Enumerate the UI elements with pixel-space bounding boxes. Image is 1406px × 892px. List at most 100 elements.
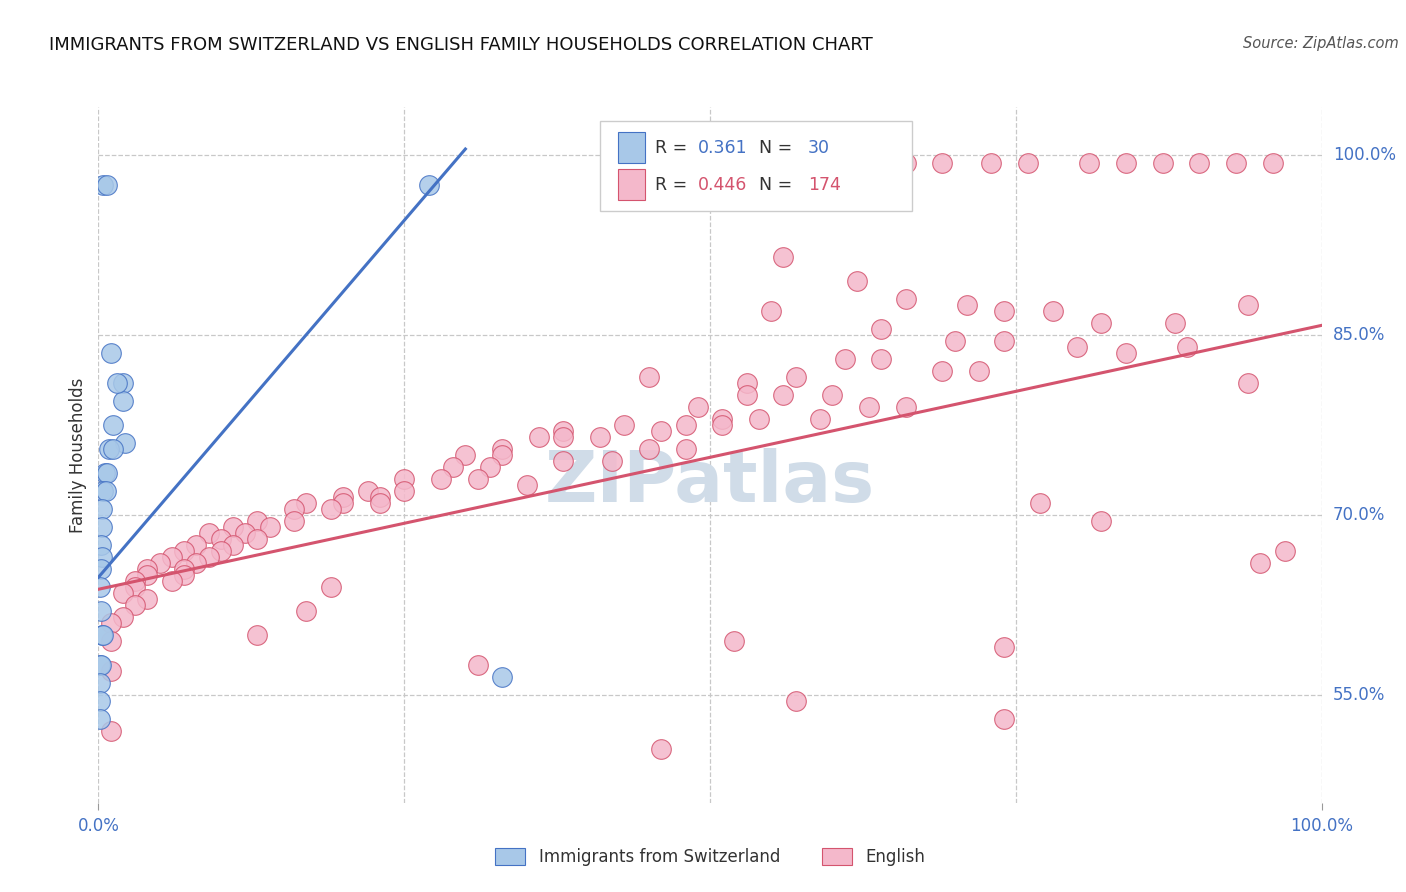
Point (186, 538, 208, 552)
Point (89, 694, 111, 708)
Point (368, 490, 391, 504)
Point (723, 633, 745, 648)
Point (808, 412, 831, 426)
Point (160, 549, 183, 564)
Point (100, 723, 122, 738)
Point (89, 580, 111, 594)
Text: 55.0%: 55.0% (1333, 686, 1385, 704)
Text: 100.0%: 100.0% (1333, 146, 1396, 164)
Point (209, 532, 232, 546)
Point (491, 670, 513, 684)
Point (1237, 298, 1260, 312)
Point (101, 442, 124, 456)
Text: 85.0%: 85.0% (1333, 326, 1385, 344)
Point (772, 250, 794, 264)
Point (136, 567, 159, 582)
Point (1188, 156, 1211, 170)
Point (467, 472, 489, 486)
Point (1152, 156, 1174, 170)
Point (111, 393, 134, 408)
Point (246, 628, 269, 642)
Point (1042, 304, 1064, 318)
Point (100, 346, 122, 360)
Point (870, 351, 893, 366)
Point (197, 549, 219, 564)
Point (173, 544, 195, 558)
Point (956, 298, 979, 312)
Point (105, 376, 128, 390)
Point (785, 370, 807, 384)
Point (894, 156, 917, 170)
Point (834, 351, 856, 366)
Point (91, 628, 114, 642)
Point (124, 574, 146, 588)
Point (1090, 514, 1112, 528)
Point (821, 388, 844, 402)
Point (259, 520, 281, 534)
Point (761, 304, 783, 318)
Point (100, 633, 122, 648)
Point (392, 472, 416, 486)
FancyBboxPatch shape (619, 169, 645, 200)
Point (124, 598, 146, 612)
Point (785, 694, 807, 708)
Point (748, 412, 770, 426)
Text: ZIPatlas: ZIPatlas (546, 449, 875, 517)
Point (1237, 376, 1260, 390)
Point (90, 657, 112, 672)
Point (589, 430, 612, 444)
Point (735, 388, 758, 402)
Point (197, 525, 219, 540)
Point (222, 520, 245, 534)
Point (295, 496, 318, 510)
Point (858, 156, 880, 170)
Point (96, 466, 118, 480)
Point (1115, 346, 1137, 360)
Point (894, 400, 917, 414)
Point (89, 657, 111, 672)
Point (761, 156, 783, 170)
Point (111, 610, 134, 624)
Point (1017, 156, 1039, 170)
Text: N =: N = (759, 139, 797, 157)
Point (870, 322, 893, 336)
Point (233, 525, 256, 540)
Point (124, 580, 146, 594)
Point (418, 178, 440, 192)
Point (1066, 340, 1088, 354)
Point (332, 496, 354, 510)
Text: R =: R = (655, 139, 693, 157)
Text: IMMIGRANTS FROM SWITZERLAND VS ENGLISH FAMILY HOUSEHOLDS CORRELATION CHART: IMMIGRANTS FROM SWITZERLAND VS ENGLISH F… (49, 36, 873, 54)
Legend: Immigrants from Switzerland, English: Immigrants from Switzerland, English (486, 839, 934, 874)
Point (931, 156, 953, 170)
Point (1261, 156, 1284, 170)
Point (111, 586, 134, 600)
Point (96, 178, 118, 192)
Point (858, 400, 880, 414)
Point (515, 478, 537, 492)
Point (222, 538, 245, 552)
Point (931, 364, 953, 378)
Point (711, 412, 734, 426)
Point (894, 292, 917, 306)
Point (114, 436, 136, 450)
Point (332, 490, 354, 504)
Point (675, 417, 697, 432)
Point (209, 544, 232, 558)
Point (1029, 496, 1052, 510)
Point (553, 424, 575, 438)
Point (173, 567, 195, 582)
Point (650, 741, 672, 756)
Text: 0.446: 0.446 (697, 176, 747, 194)
Point (91, 520, 114, 534)
Point (967, 364, 990, 378)
Point (1090, 316, 1112, 330)
Point (160, 574, 183, 588)
Y-axis label: Family Households: Family Households (69, 377, 87, 533)
Point (91, 502, 114, 516)
Point (90, 604, 112, 618)
Point (637, 442, 661, 456)
Point (735, 376, 758, 390)
Point (392, 483, 416, 498)
Point (650, 424, 672, 438)
